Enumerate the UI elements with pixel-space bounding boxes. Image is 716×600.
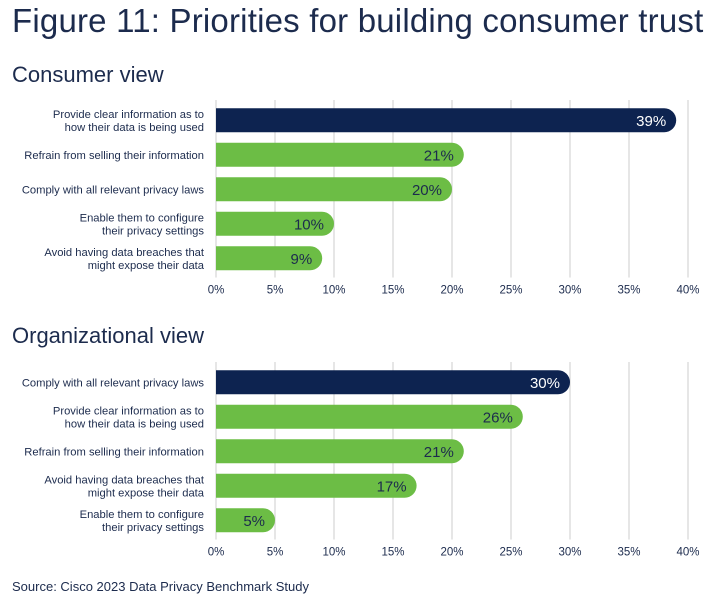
consumer-tick-label: 20% xyxy=(440,285,463,297)
consumer-bar xyxy=(216,211,334,236)
consumer-value-label: 10% xyxy=(294,216,324,233)
organizational-tick-label: 40% xyxy=(676,547,699,559)
consumer-tick-label: 35% xyxy=(617,285,640,297)
consumer-category-label: Avoid having data breaches that might exp… xyxy=(44,247,205,272)
consumer-view-title: Consumer view xyxy=(12,62,164,87)
consumer-tick-label: 30% xyxy=(558,285,581,297)
organizational-category-label: Comply with all relevant privacy laws xyxy=(22,377,205,389)
organizational-value-label: 30% xyxy=(530,375,560,392)
organizational-view-title: Organizational view xyxy=(12,323,204,348)
consumer-bar xyxy=(216,246,323,271)
organizational-value-label: 21% xyxy=(424,444,454,461)
consumer-value-label: 9% xyxy=(291,251,313,268)
consumer-tick-label: 40% xyxy=(676,285,699,297)
organizational-tick-label: 35% xyxy=(617,547,640,559)
figure-title: Figure 11: Priorities for building consu… xyxy=(12,2,704,39)
consumer-bar xyxy=(216,108,677,133)
consumer-value-label: 20% xyxy=(412,182,442,199)
organizational-bar xyxy=(216,508,275,533)
consumer-tick-label: 0% xyxy=(208,285,225,297)
consumer-tick-label: 10% xyxy=(322,285,345,297)
organizational-category-label: Avoid having data breaches that might exp… xyxy=(44,474,205,499)
consumer-category-label: Provide clear information as to how their… xyxy=(53,109,204,134)
consumer-category-label: Enable them to configure their privacy se… xyxy=(80,212,205,237)
organizational-category-label: Enable them to configure their privacy se… xyxy=(80,509,205,534)
consumer-value-label: 39% xyxy=(636,113,666,130)
organizational-tick-label: 0% xyxy=(208,547,225,559)
consumer-view-chart: 0% 5% 10% 15% 20% 25% 30% 35% 40% 39% Provide clea… xyxy=(22,100,700,297)
source-note: Source: Cisco 2023 Data Privacy Benchmar… xyxy=(12,579,309,594)
consumer-bar xyxy=(216,142,464,167)
organizational-tick-label: 30% xyxy=(558,547,581,559)
organizational-category-label: Provide clear information as to how their… xyxy=(53,405,204,430)
consumer-tick-label: 25% xyxy=(499,285,522,297)
organizational-tick-label: 10% xyxy=(322,547,345,559)
consumer-tick-label: 15% xyxy=(381,285,404,297)
consumer-tick-label: 5% xyxy=(267,285,284,297)
consumer-category-label: Comply with all relevant privacy laws xyxy=(22,184,205,196)
organizational-value-label: 17% xyxy=(377,478,407,495)
organizational-value-label: 26% xyxy=(483,409,513,426)
organizational-bar xyxy=(216,439,464,464)
organizational-bar xyxy=(216,370,570,395)
consumer-value-label: 21% xyxy=(424,147,454,164)
consumer-bar xyxy=(216,177,452,202)
organizational-bar xyxy=(216,473,417,498)
organizational-tick-label: 5% xyxy=(267,547,284,559)
organizational-value-label: 5% xyxy=(243,513,265,530)
organizational-category-label: Refrain from selling their information xyxy=(24,446,204,458)
organizational-tick-label: 15% xyxy=(381,547,404,559)
organizational-tick-label: 20% xyxy=(440,547,463,559)
consumer-category-label: Refrain from selling their information xyxy=(24,150,204,162)
organizational-view-chart: 0% 5% 10% 15% 20% 25% 30% 35% 40% 30% Comply with … xyxy=(22,362,700,559)
organizational-bar xyxy=(216,404,523,429)
organizational-tick-label: 25% xyxy=(499,547,522,559)
